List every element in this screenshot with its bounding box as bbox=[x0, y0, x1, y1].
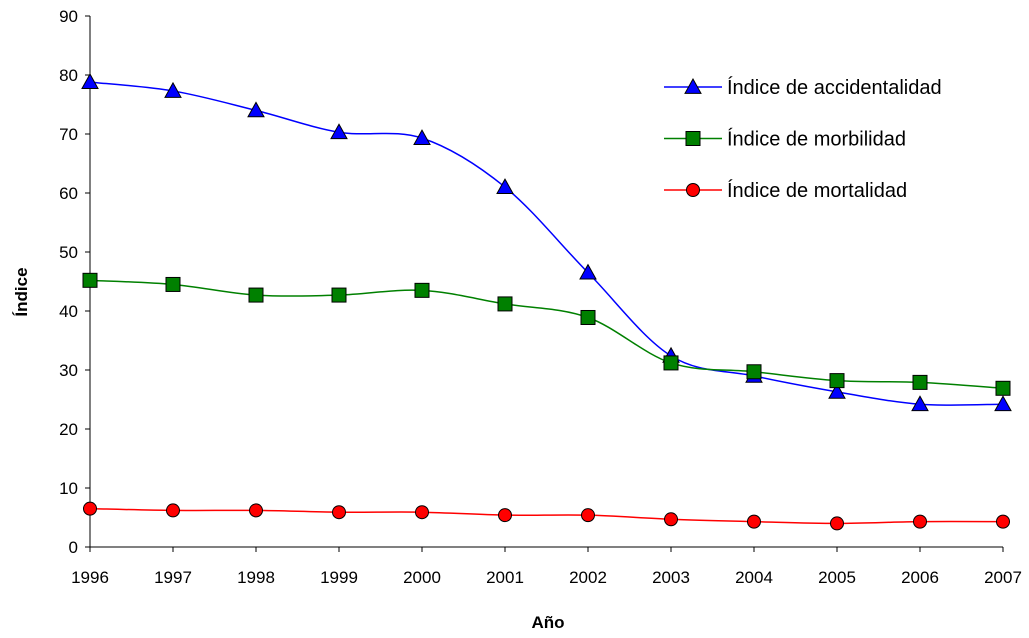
legend-item: Índice de accidentalidad bbox=[664, 76, 942, 99]
x-tick-label: 2004 bbox=[735, 568, 773, 587]
data-point bbox=[164, 81, 182, 98]
series-line bbox=[89, 279, 1004, 390]
data-point bbox=[996, 514, 1010, 529]
legend-item: Índice de morbilidad bbox=[664, 128, 906, 151]
data-point bbox=[579, 263, 597, 280]
data-point bbox=[83, 501, 97, 516]
data-point bbox=[414, 282, 430, 298]
data-point bbox=[166, 503, 180, 518]
data-point bbox=[995, 380, 1011, 396]
data-point bbox=[747, 514, 761, 529]
legend-marker bbox=[685, 131, 701, 146]
x-tick-label: 2006 bbox=[901, 568, 939, 587]
data-point bbox=[165, 276, 181, 292]
x-axis-title: Año bbox=[531, 613, 564, 632]
y-tick-label: 80 bbox=[59, 66, 78, 85]
data-point bbox=[912, 374, 928, 390]
tick-labels: 0 10 20 30 40 50 60 70 80 90 1996 1997 1998 1999 2000 2… bbox=[59, 7, 1022, 587]
data-point bbox=[498, 508, 512, 523]
data-point bbox=[580, 309, 596, 325]
data-point bbox=[330, 123, 348, 140]
data-point bbox=[248, 287, 264, 303]
legend-marker bbox=[686, 183, 700, 197]
y-tick-label: 30 bbox=[59, 361, 78, 380]
data-point bbox=[413, 129, 431, 146]
y-tick-label: 60 bbox=[59, 184, 78, 203]
series-group bbox=[81, 73, 1012, 531]
y-tick-label: 50 bbox=[59, 243, 78, 262]
data-point bbox=[332, 505, 346, 520]
series-2 bbox=[82, 272, 1011, 396]
y-tick-label: 70 bbox=[59, 125, 78, 144]
data-point bbox=[913, 514, 927, 529]
data-point bbox=[911, 395, 929, 412]
y-tick-label: 90 bbox=[59, 7, 78, 26]
y-tick-label: 10 bbox=[59, 479, 78, 498]
data-point bbox=[829, 373, 845, 389]
series-1 bbox=[81, 73, 1012, 412]
y-tick-label: 0 bbox=[69, 538, 78, 557]
legend-marker bbox=[684, 77, 702, 94]
legend-item: Índice de mortalidad bbox=[664, 179, 907, 202]
data-point bbox=[664, 512, 678, 527]
x-tick-label: 2002 bbox=[569, 568, 607, 587]
x-tick-label: 2007 bbox=[984, 568, 1022, 587]
x-tick-label: 2003 bbox=[652, 568, 690, 587]
series-line bbox=[89, 507, 1004, 525]
data-point bbox=[994, 395, 1012, 412]
data-point bbox=[81, 73, 99, 89]
series-3 bbox=[83, 501, 1010, 531]
data-point bbox=[247, 101, 265, 118]
x-tick-label: 2000 bbox=[403, 568, 441, 587]
x-tick-label: 1999 bbox=[320, 568, 358, 587]
legend: Índice de accidentalidad Índice de morbil… bbox=[664, 76, 942, 202]
y-axis-title: Índice bbox=[12, 267, 31, 316]
data-point bbox=[581, 508, 595, 523]
y-tick-label: 40 bbox=[59, 302, 78, 321]
data-point bbox=[497, 296, 513, 312]
data-point bbox=[415, 505, 429, 520]
data-point bbox=[746, 364, 762, 380]
y-tick-label: 20 bbox=[59, 420, 78, 439]
data-point bbox=[496, 178, 514, 194]
x-tick-label: 1996 bbox=[71, 568, 109, 587]
data-point bbox=[663, 355, 679, 371]
x-tick-label: 2005 bbox=[818, 568, 856, 587]
data-point bbox=[830, 516, 844, 531]
data-point bbox=[331, 287, 347, 303]
data-point bbox=[249, 503, 263, 518]
x-tick-label: 1997 bbox=[154, 568, 192, 587]
data-point bbox=[82, 272, 98, 288]
x-tick-label: 2001 bbox=[486, 568, 524, 587]
legend-label: Índice de accidentalidad bbox=[727, 76, 942, 99]
data-point bbox=[828, 382, 846, 399]
series-line bbox=[89, 81, 1004, 406]
x-tick-label: 1998 bbox=[237, 568, 275, 587]
legend-label: Índice de morbilidad bbox=[727, 128, 906, 151]
legend-label: Índice de mortalidad bbox=[727, 179, 907, 202]
